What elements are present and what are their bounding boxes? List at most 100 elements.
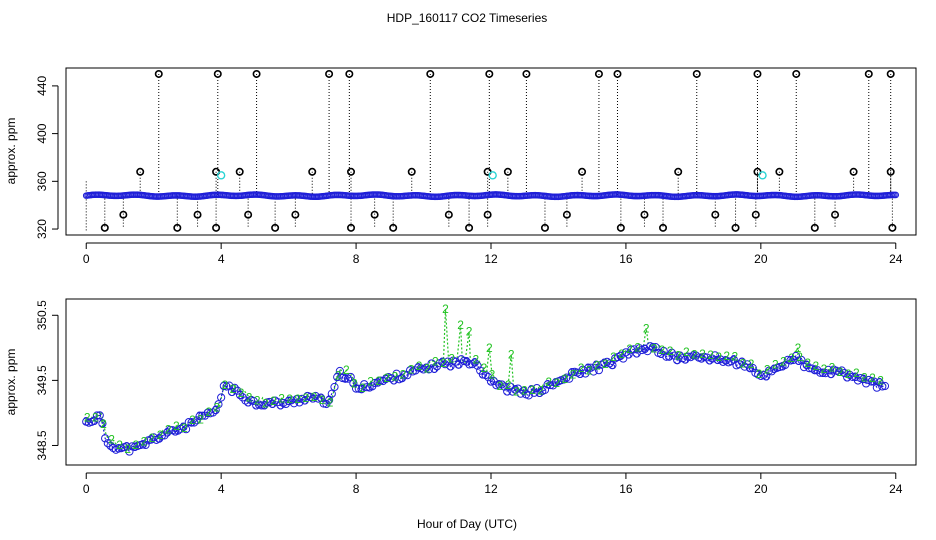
series-3-point: [548, 381, 558, 390]
series-3-point: [376, 376, 385, 385]
series-3-point: [327, 389, 336, 398]
series-3-label: 3: [415, 361, 422, 375]
series-3-label: 3: [245, 395, 252, 409]
series-3-point: [287, 396, 296, 405]
series-3-point: [781, 360, 790, 370]
y-tick-label: 360: [35, 171, 49, 191]
series-3-point: [810, 366, 819, 375]
spike-point: [692, 69, 701, 78]
series-3-point: [797, 355, 806, 365]
chart-title: HDP_160117 CO2 Timeseries: [387, 11, 548, 25]
series-3-label: 3: [755, 367, 762, 381]
y-tick-label: 400: [35, 123, 49, 143]
series-3-label: 3: [520, 384, 527, 398]
series-3-point: [689, 351, 698, 360]
series-3-point: [138, 440, 148, 449]
series-2-label: 2: [723, 349, 730, 363]
series-3-point: [400, 370, 409, 379]
series-3-point: [101, 434, 110, 443]
series-3-label: 3: [674, 353, 681, 367]
series-3-point: [673, 356, 682, 365]
series-3-point: [146, 435, 156, 444]
series-3-point: [635, 344, 644, 353]
series-3-point: [227, 387, 237, 397]
series-3-label: 3: [682, 353, 689, 367]
series-3-point: [160, 431, 169, 440]
series-2-label: 2: [861, 370, 868, 384]
series-3-point: [330, 382, 339, 392]
series-3-label: 3: [140, 438, 147, 452]
series-2-label: 2: [116, 438, 123, 452]
series-3-point: [546, 380, 555, 390]
series-3-label: 3: [196, 409, 203, 423]
series-3-label: 3: [423, 361, 430, 375]
bottom-y-axis-title: approx. ppm: [4, 349, 18, 416]
spike-point: [173, 223, 182, 232]
series-3-label: 3: [504, 385, 511, 399]
series-3-point: [136, 440, 145, 450]
bottom-panel-frame: [65, 298, 917, 466]
series-3-point: [106, 441, 115, 450]
series-3-point: [745, 364, 755, 373]
bottom-panel: 3 3 33 3 3 3 3 3 3 3 3 3 3 3 3 33 3 33 3 3 3 3 3 3 3 3 3 33 3 3 3 3 3 3 3 3…: [4, 298, 917, 496]
y-tick-label: 350.5: [35, 300, 49, 330]
series-3-label: 3: [83, 415, 90, 429]
series-2-label: 2: [651, 342, 658, 356]
series-3-label: 3: [811, 363, 818, 377]
series-2-label: 2: [246, 390, 253, 404]
x-tick-label: 24: [889, 482, 903, 496]
series-3-point: [484, 373, 493, 382]
series-3-label: 3: [739, 355, 746, 369]
series-3-label: 3: [455, 358, 462, 372]
spike-point: [810, 223, 819, 232]
x-tick-label: 0: [83, 482, 90, 496]
y-tick-label: 440: [35, 76, 49, 96]
series-3-point: [289, 399, 299, 408]
highlight-point: [216, 171, 226, 180]
top-panel: 0 4 8 12 16 20 24 320 360 400 440 approx. ppm: [4, 67, 917, 266]
series-3-label: 3: [852, 370, 859, 384]
series-2-label: 2: [302, 391, 309, 405]
spike-point: [674, 167, 683, 176]
x-axis-title: Hour of Day (UTC): [417, 517, 517, 531]
series-3-label: 3: [391, 373, 398, 387]
series-3-point: [481, 370, 490, 380]
spike-point: [485, 69, 494, 78]
series-2-label: 2: [173, 419, 180, 433]
series-2-label: 2: [853, 366, 860, 380]
series-3-label: 3: [204, 406, 211, 420]
spike-point: [849, 167, 858, 176]
series-3-point: [362, 383, 371, 392]
spike-point: [119, 210, 128, 219]
series-2-label: 2: [715, 350, 722, 364]
series-2-label: 2: [205, 405, 212, 419]
series-3-label: 3: [463, 355, 470, 369]
series-3-label: 3: [447, 359, 454, 373]
series-2-label: 2: [683, 345, 690, 359]
series-3-point: [441, 360, 450, 369]
series-3-label: 3: [795, 354, 802, 368]
baseline-point: [892, 191, 900, 199]
x-tick-label: 16: [619, 252, 633, 266]
series-3-point: [740, 362, 749, 371]
spike-point: [578, 167, 587, 176]
spike-point: [308, 167, 317, 176]
series-3-label: 3: [828, 367, 835, 381]
bottom-x-axis: 0 4 8 12 16 20 24: [83, 472, 903, 496]
series-2-label: 2: [92, 410, 99, 424]
series-3-label: 3: [180, 420, 187, 434]
series-3-label: 3: [131, 440, 138, 454]
spike-point: [753, 69, 762, 78]
x-tick-label: 20: [754, 252, 768, 266]
series-3-point: [581, 369, 590, 378]
series-3-label: 3: [747, 361, 754, 375]
series-3-label: 3: [641, 342, 648, 356]
series-3-point: [109, 443, 118, 453]
series-3-point: [608, 361, 617, 370]
series-3-label: 3: [471, 356, 478, 370]
series-2-label: 2: [442, 302, 449, 316]
series-2-label: 2: [780, 355, 787, 369]
series-3-point: [853, 376, 863, 385]
series-2-label: 2: [367, 374, 374, 388]
series-3-label: 3: [301, 393, 308, 407]
